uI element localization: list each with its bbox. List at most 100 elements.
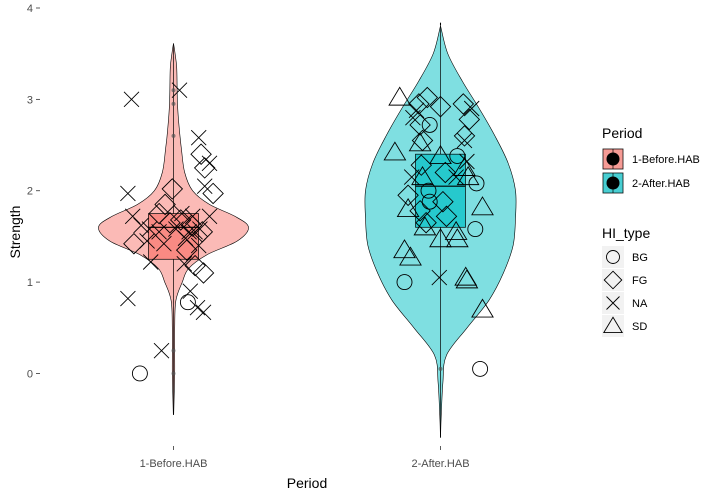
point-na xyxy=(403,169,420,185)
legend-shape-item: FG xyxy=(602,269,647,291)
box-outlier-2-After.HAB xyxy=(438,366,443,371)
point-bg xyxy=(131,365,148,382)
legend-fill-label: 1-Before.HAB xyxy=(632,154,700,166)
x-axis-title: Period xyxy=(287,475,327,491)
point-sd xyxy=(411,166,434,186)
legend-fill-label: 2-After.HAB xyxy=(632,178,690,190)
point-fg xyxy=(184,254,206,277)
point-na xyxy=(133,217,149,234)
point-fg xyxy=(169,209,192,231)
point-sd xyxy=(445,228,469,248)
point-fg xyxy=(408,93,430,115)
point-na xyxy=(448,169,464,185)
point-na xyxy=(182,283,199,300)
legend-shape-na xyxy=(606,296,620,310)
y-tick-label: 2 xyxy=(27,186,33,198)
x-tick-label: 2-After.HAB xyxy=(411,458,469,470)
legend-shape-item: BG xyxy=(602,246,648,268)
point-bg xyxy=(449,148,466,164)
legend-shape-fg xyxy=(603,270,623,290)
point-sd xyxy=(396,198,420,218)
y-tick-label: 4 xyxy=(27,3,33,15)
y-tick-label: 3 xyxy=(27,94,33,106)
point-na xyxy=(195,304,212,321)
legend-shape-bg xyxy=(606,250,620,264)
point-sd xyxy=(471,298,494,318)
point-sd xyxy=(429,228,452,248)
point-fg xyxy=(458,108,481,131)
y-axis-title: Strength xyxy=(7,206,23,259)
point-fg xyxy=(453,125,476,147)
point-fg xyxy=(154,193,176,216)
point-bg xyxy=(472,360,489,377)
point-fg xyxy=(190,143,212,165)
point-na xyxy=(463,100,480,117)
point-sd xyxy=(408,132,432,152)
legend-shape-item: NA xyxy=(602,292,648,314)
point-fg xyxy=(432,190,454,213)
point-na xyxy=(405,109,421,126)
point-fg xyxy=(193,157,216,179)
legend-shape-label: FG xyxy=(632,275,647,287)
point-na xyxy=(201,208,218,225)
point-fg xyxy=(434,161,457,184)
point-na xyxy=(153,342,170,359)
x-tick-label: 1-Before.HAB xyxy=(140,458,208,470)
point-fg xyxy=(161,178,184,200)
y-tick-label: 0 xyxy=(27,368,33,380)
point-na xyxy=(142,254,159,270)
point-na xyxy=(141,221,158,237)
legend-fill-title: Period xyxy=(602,125,642,141)
point-fg xyxy=(410,154,433,176)
legend-fill-item: 2-After.HAB xyxy=(602,172,690,194)
box-outlier-1-Before.HAB xyxy=(171,371,176,376)
point-fg xyxy=(148,202,170,225)
legend-shape-label: SD xyxy=(632,321,647,333)
point-sd xyxy=(399,246,422,266)
point-na xyxy=(151,224,167,240)
legend-shape-title: HI_type xyxy=(602,225,650,241)
legend-key-bg xyxy=(602,246,624,268)
point-na xyxy=(196,178,213,194)
point-na xyxy=(201,155,218,172)
point-sd xyxy=(429,145,452,165)
point-na xyxy=(456,132,473,149)
point-fg xyxy=(192,262,215,284)
point-bg xyxy=(396,274,413,291)
point-sd xyxy=(383,141,407,161)
point-na xyxy=(156,235,172,252)
legend-shape-label: NA xyxy=(632,298,648,310)
legend-fill-item: 1-Before.HAB xyxy=(602,148,700,170)
legend-shape-label: BG xyxy=(632,252,648,264)
point-na xyxy=(192,221,208,237)
point-fg xyxy=(202,182,224,205)
point-bg xyxy=(420,182,437,199)
point-na xyxy=(190,237,207,254)
point-sd xyxy=(388,86,412,106)
point-bg xyxy=(467,221,484,238)
point-fg xyxy=(397,184,419,207)
point-na xyxy=(123,91,140,108)
point-na xyxy=(176,256,193,272)
point-na xyxy=(181,224,197,240)
point-sd xyxy=(413,216,437,236)
point-na xyxy=(431,269,448,286)
axis-layer: 0 1 2 3 4 1-Before.HAB 2-After.HAB xyxy=(27,3,470,470)
box-outlier-1-Before.HAB xyxy=(171,133,176,138)
point-fg xyxy=(415,211,437,234)
point-layer xyxy=(120,82,494,382)
legend-key-bg xyxy=(602,315,624,337)
legend-shape-item: SD xyxy=(602,315,647,337)
legend: Period HI_type 1-Before.HAB 2-After.HAB BG… xyxy=(602,125,700,337)
box-outlier-1-Before.HAB xyxy=(171,88,176,93)
point-fg xyxy=(452,93,475,115)
point-fg xyxy=(409,114,431,136)
point-na xyxy=(120,290,136,307)
point-na xyxy=(174,205,190,222)
legend-shape-sd xyxy=(602,316,624,334)
point-fg xyxy=(416,86,439,109)
point-na xyxy=(120,185,136,202)
box-outlier-1-Before.HAB xyxy=(171,101,176,106)
legend-swatch-dot xyxy=(606,176,620,190)
